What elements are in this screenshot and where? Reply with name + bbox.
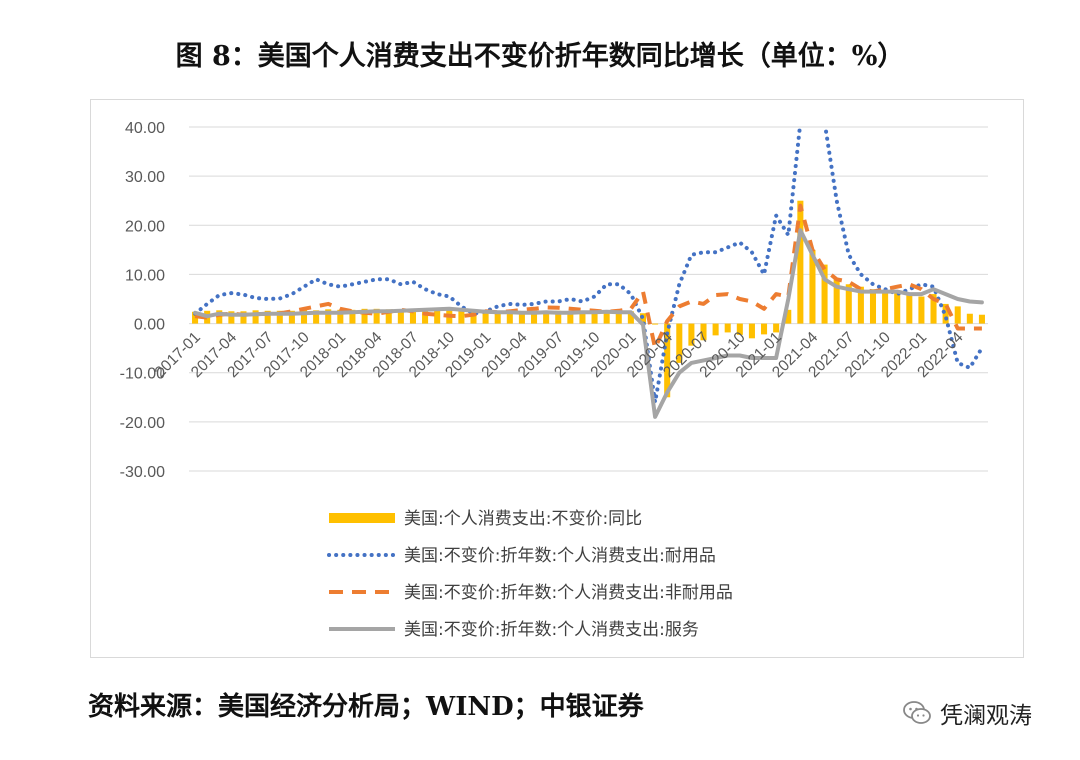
bar — [761, 323, 768, 335]
bar — [882, 291, 889, 324]
series-line-2 — [194, 203, 982, 351]
y-tick-label: 30.00 — [125, 169, 165, 186]
bar — [434, 308, 441, 324]
bar — [676, 323, 683, 363]
bar — [543, 310, 550, 324]
bar — [579, 311, 586, 324]
watermark: 凭澜观涛 — [902, 696, 1032, 730]
y-tick-label: -20.00 — [120, 415, 165, 432]
bar — [688, 323, 695, 346]
bar — [518, 311, 525, 324]
bar — [809, 249, 816, 324]
bar — [773, 323, 780, 333]
bar — [700, 323, 707, 341]
bar — [422, 308, 429, 324]
bar — [712, 323, 719, 336]
bar — [216, 310, 223, 324]
bar — [954, 306, 961, 324]
bar — [337, 309, 344, 324]
bar — [724, 323, 731, 333]
bar — [785, 309, 792, 324]
bar — [494, 311, 501, 324]
bar — [397, 309, 404, 324]
bar — [664, 323, 671, 398]
chart-frame — [90, 99, 1024, 658]
series-line-3 — [193, 228, 984, 419]
bar — [966, 313, 973, 324]
source-note: 资料来源：美国经济分析局；WIND；中银证券 — [88, 692, 644, 722]
bar — [906, 294, 913, 324]
bar — [918, 296, 925, 324]
bar — [652, 323, 659, 325]
legend-swatch — [329, 513, 395, 523]
bar — [409, 309, 416, 324]
bar — [240, 311, 247, 324]
bar — [869, 289, 877, 324]
bar — [264, 310, 271, 324]
y-tick-label: 40.00 — [125, 120, 165, 137]
bar — [797, 200, 804, 324]
bar — [373, 308, 380, 324]
series-line-1 — [193, 127, 984, 405]
bar — [736, 323, 743, 335]
watermark-text: 凭澜观涛 — [940, 703, 1032, 729]
bar — [603, 311, 610, 324]
chart-title: 图 8：美国个人消费支出不变价折年数同比增长（单位：%） — [175, 41, 905, 72]
bar — [942, 303, 949, 324]
legend-label: 美国:不变价:折年数:个人消费支出:非耐用品 — [404, 583, 733, 603]
bar — [615, 311, 622, 324]
bar — [228, 311, 235, 324]
bar — [482, 311, 489, 324]
bar — [458, 308, 465, 324]
bar — [555, 310, 562, 324]
y-tick-label: 20.00 — [125, 218, 165, 235]
bar — [506, 311, 513, 324]
legend-label: 美国:个人消费支出:不变价:同比 — [404, 509, 642, 529]
bar — [833, 279, 840, 324]
bar — [845, 284, 852, 324]
bar — [276, 310, 283, 324]
bar — [252, 310, 259, 324]
bar — [530, 310, 538, 324]
bar — [930, 294, 937, 324]
bar — [300, 309, 308, 324]
bar — [748, 323, 755, 339]
legend-label: 美国:不变价:折年数:个人消费支出:服务 — [404, 620, 699, 640]
wechat-icon — [903, 701, 931, 724]
bar — [325, 309, 332, 324]
bar — [978, 314, 985, 324]
y-tick-label: -10.00 — [120, 366, 165, 383]
bar — [349, 309, 356, 324]
y-tick-label: 0.00 — [134, 317, 165, 334]
bar — [385, 309, 392, 324]
bar — [591, 311, 598, 324]
y-tick-label: -30.00 — [120, 464, 165, 481]
y-tick-label: 10.00 — [125, 267, 165, 284]
bar — [627, 311, 634, 324]
bar — [567, 311, 574, 324]
bar — [894, 290, 901, 324]
bar — [857, 286, 864, 324]
bar — [313, 310, 320, 324]
bar — [470, 310, 477, 324]
legend-label: 美国:不变价:折年数:个人消费支出:耐用品 — [404, 546, 716, 566]
bar — [288, 310, 295, 324]
bar — [361, 308, 368, 324]
bar — [821, 264, 828, 324]
